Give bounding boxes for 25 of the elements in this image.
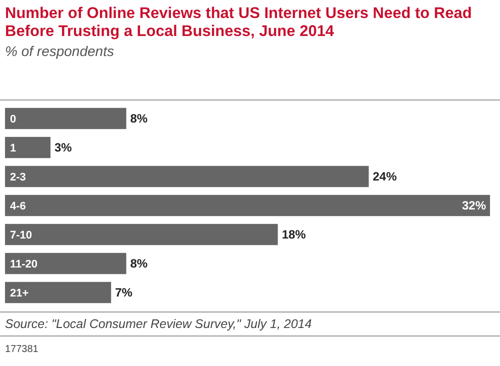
y-tick-label: 4-6: [10, 200, 26, 212]
text: 177381: [5, 344, 39, 355]
bar: [5, 282, 112, 304]
y-tick-label: 2-3: [10, 171, 26, 184]
y-tick-label: 21+: [10, 287, 29, 300]
bar: [5, 194, 490, 216]
bar: [5, 136, 50, 158]
y-tick-label: 7-10: [10, 229, 32, 242]
source-note: Source: "Local Consumer Review Survey," July 1, 2014: [5, 317, 312, 331]
data-label: 7%: [115, 286, 133, 300]
chart-subtitle: % of respondents: [5, 43, 114, 59]
data-label: 24%: [372, 170, 398, 184]
chart-title: Number of Online Reviews that US Internet Users Need to Read Before Trusting a Local Business, June 2014: [5, 5, 472, 40]
bar: [5, 166, 369, 188]
data-label: 8%: [130, 256, 148, 271]
bar: [5, 224, 278, 246]
bar: [5, 108, 126, 130]
y-tick-label: 1: [10, 142, 16, 154]
data-label: 8%: [130, 112, 148, 126]
data-label: 3%: [54, 140, 72, 155]
y-tick-label: 0: [10, 113, 16, 126]
data-label: 18%: [282, 228, 306, 242]
y-tick-label: 11-20: [10, 258, 38, 270]
bar: [5, 252, 126, 274]
data-label: 32%: [462, 198, 486, 213]
